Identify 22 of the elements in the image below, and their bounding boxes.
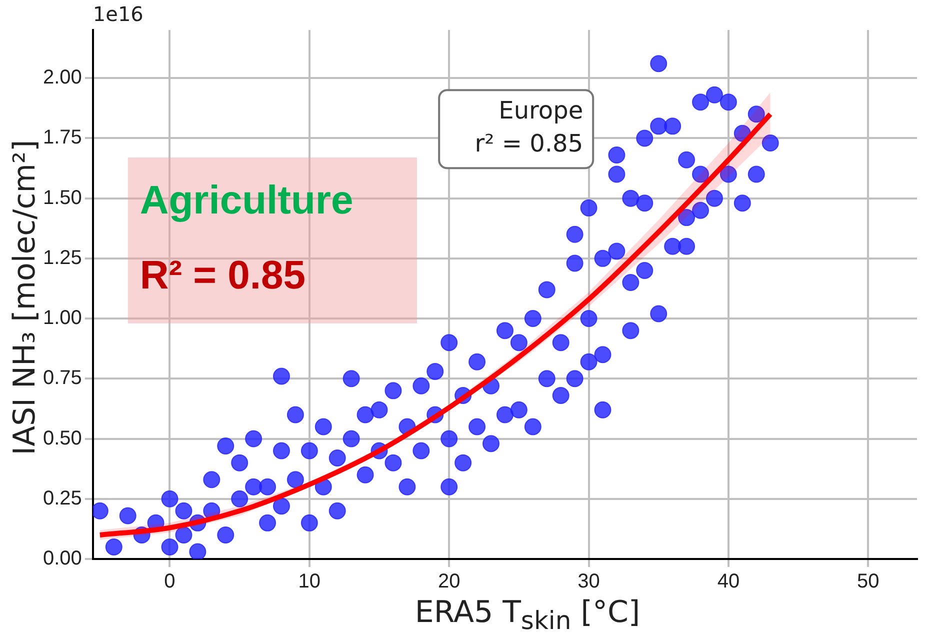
x-tick-label: 10 xyxy=(298,570,321,593)
annotation: Europe xyxy=(498,96,584,124)
y-tick-label: 1.50 xyxy=(42,186,82,209)
y-tick-label: 0.00 xyxy=(42,548,82,570)
x-axis-title: ERA5 T$_{skin}$ [°C] xyxy=(414,595,642,635)
x-tick-label: 40 xyxy=(717,570,740,593)
y-tick-label: 2.00 xyxy=(42,66,82,89)
x-tick-label: 0 xyxy=(164,570,176,593)
x-tick-label: 20 xyxy=(438,570,460,593)
annotation: R² = 0.85 xyxy=(140,253,306,298)
x-tick-label: 50 xyxy=(856,570,880,593)
y-axis-title: IASI NH₃ [molec/cm²] xyxy=(8,138,42,458)
text: 1e16 xyxy=(92,2,144,26)
x-tick-label: 30 xyxy=(578,570,600,593)
y-tick-label: 1.00 xyxy=(42,307,82,330)
y-tick-label: 0.75 xyxy=(42,367,82,390)
y-tick-label: 0.25 xyxy=(42,487,82,510)
y-tick-label: 1.75 xyxy=(42,126,82,149)
y-tick-label: 0.50 xyxy=(42,427,82,450)
y-tick-label: 1.25 xyxy=(42,246,82,269)
annotation: Agriculture xyxy=(140,178,354,222)
annotation: r² = 0.85 xyxy=(474,129,584,158)
